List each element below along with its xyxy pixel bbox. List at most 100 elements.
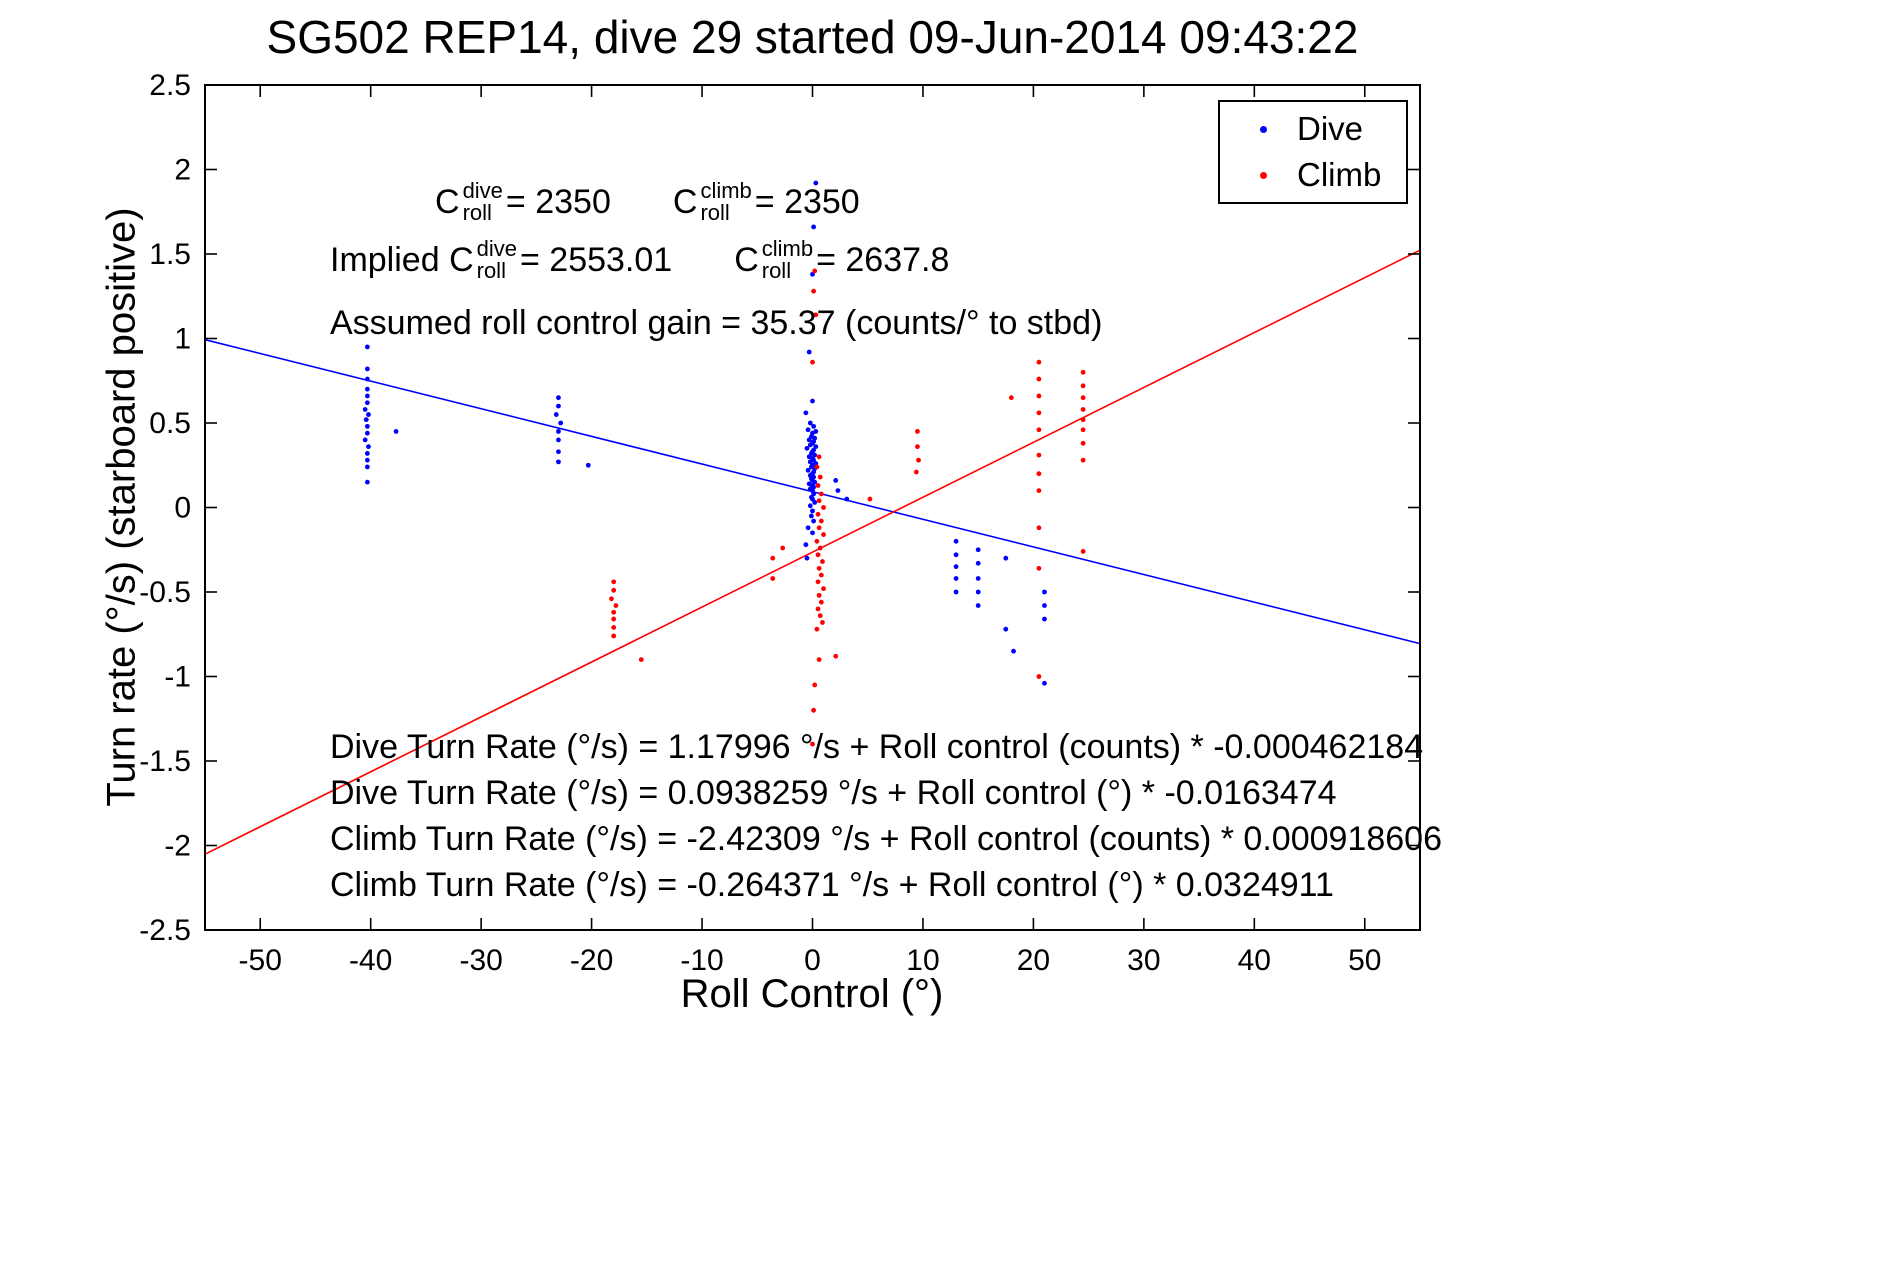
scatter-point-dive bbox=[810, 271, 815, 277]
scatter-point-climb bbox=[609, 596, 614, 602]
scatter-point-dive bbox=[953, 564, 959, 570]
scatter-point-climb bbox=[817, 474, 823, 480]
scatter-point-dive bbox=[807, 459, 813, 465]
scatter-point-climb bbox=[821, 532, 826, 537]
c-sup: dive bbox=[476, 236, 517, 261]
scatter-point-climb bbox=[820, 620, 825, 625]
scatter-point-climb bbox=[1080, 383, 1086, 389]
x-tick-label: 20 bbox=[1017, 944, 1050, 977]
scatter-point-dive bbox=[1042, 616, 1047, 622]
scatter-point-climb bbox=[815, 552, 821, 558]
equation-climb-degrees: Climb Turn Rate (°/s) = -0.264371 °/s + … bbox=[330, 866, 1334, 904]
scatter-point-dive bbox=[364, 393, 370, 399]
scatter-point-dive bbox=[844, 496, 850, 502]
scatter-point-dive bbox=[366, 412, 371, 417]
c-sub: roll bbox=[761, 258, 792, 284]
scatter-point-dive bbox=[364, 400, 370, 406]
scatter-point-climb bbox=[816, 657, 822, 662]
x-tick-label: -50 bbox=[239, 944, 282, 977]
chart-title: SG502 REP14, dive 29 started 09-Jun-2014… bbox=[266, 11, 1359, 63]
c-subsup: dive roll bbox=[476, 236, 517, 284]
c-rest: = 2637.8 bbox=[816, 240, 950, 279]
equation-dive-counts: Dive Turn Rate (°/s) = 1.17996 °/s + Rol… bbox=[330, 728, 1424, 766]
c-subsup: climb roll bbox=[761, 236, 814, 284]
scatter-point-climb bbox=[820, 559, 825, 564]
scatter-point-climb bbox=[1036, 376, 1042, 382]
scatter-point-climb bbox=[813, 312, 819, 318]
scatter-point-dive bbox=[364, 430, 370, 436]
scatter-point-dive bbox=[364, 457, 370, 463]
scatter-point-dive bbox=[811, 224, 817, 230]
c-sup: climb bbox=[761, 236, 814, 261]
scatter-point-climb bbox=[814, 464, 820, 470]
scatter-point-climb bbox=[816, 525, 822, 531]
fit-equations: Dive Turn Rate (°/s) = 1.17996 °/s + Rol… bbox=[330, 724, 1442, 908]
scatter-point-climb bbox=[816, 565, 822, 571]
scatter-point-climb bbox=[1036, 452, 1042, 458]
scatter-point-dive bbox=[812, 500, 818, 505]
scatter-point-climb bbox=[613, 603, 619, 608]
c-sup: climb bbox=[700, 178, 752, 203]
scatter-point-dive bbox=[558, 420, 564, 426]
scatter-point-climb bbox=[810, 741, 815, 747]
scatter-point-climb bbox=[1080, 427, 1086, 433]
y-tick-label: -2 bbox=[164, 830, 191, 863]
scatter-point-dive bbox=[364, 464, 370, 470]
scatter-point-climb bbox=[817, 545, 823, 551]
climb-fit-line bbox=[204, 249, 1421, 855]
scatter-point-dive bbox=[810, 530, 815, 536]
scatter-point-dive bbox=[812, 479, 818, 485]
scatter-point-dive bbox=[975, 589, 981, 595]
c-subsup: dive roll bbox=[462, 178, 503, 225]
scatter-point-dive bbox=[953, 576, 959, 581]
scatter-point-climb bbox=[811, 288, 817, 294]
scatter-point-dive bbox=[556, 459, 561, 465]
x-tick-label: -20 bbox=[570, 944, 613, 977]
scatter-point-climb bbox=[816, 592, 822, 598]
scatter-point-climb bbox=[770, 576, 776, 581]
c-sup: dive bbox=[462, 178, 503, 203]
y-tick-label: 2.5 bbox=[149, 69, 191, 102]
scatter-point-climb bbox=[811, 707, 817, 713]
scatter-point-climb bbox=[1080, 395, 1086, 401]
c-sub: roll bbox=[476, 258, 506, 284]
scatter-point-dive bbox=[364, 451, 370, 456]
scatter-point-dive bbox=[803, 410, 809, 416]
climb-marker-icon bbox=[1260, 171, 1267, 179]
scatter-point-dive bbox=[810, 496, 815, 502]
c-base: C bbox=[435, 182, 460, 221]
c-rest: = 2350 bbox=[505, 182, 611, 221]
scatter-point-dive bbox=[1003, 626, 1009, 632]
scatter-point-dive bbox=[806, 437, 812, 443]
scatter-point-dive bbox=[805, 427, 811, 433]
y-tick-label: 2 bbox=[174, 154, 191, 187]
scatter-point-dive bbox=[363, 417, 369, 423]
legend-entry-dive: Dive bbox=[1220, 110, 1406, 148]
scatter-point-dive bbox=[810, 398, 815, 404]
scatter-point-climb bbox=[1080, 549, 1086, 554]
scatter-point-climb bbox=[816, 498, 822, 504]
x-tick-label: 10 bbox=[906, 944, 939, 977]
scatter-point-dive bbox=[556, 403, 561, 409]
scatter-point-climb bbox=[1036, 525, 1042, 531]
scatter-point-climb bbox=[611, 616, 617, 622]
scatter-point-dive bbox=[364, 479, 370, 485]
scatter-point-dive bbox=[975, 547, 981, 553]
y-tick-label: -0.5 bbox=[139, 576, 191, 609]
scatter-point-dive bbox=[1042, 680, 1047, 686]
scatter-point-climb bbox=[913, 469, 919, 475]
scatter-point-dive bbox=[364, 423, 370, 429]
legend-box: Dive Climb bbox=[1218, 100, 1408, 204]
scatter-point-dive bbox=[975, 576, 981, 581]
scatter-point-climb bbox=[812, 268, 818, 274]
scatter-point-climb bbox=[611, 625, 617, 630]
legend-label-dive: Dive bbox=[1297, 110, 1364, 147]
scatter-point-dive bbox=[364, 344, 370, 350]
scatter-point-dive bbox=[806, 349, 812, 355]
scatter-point-dive bbox=[833, 478, 839, 483]
implied-prefix: Implied bbox=[330, 240, 450, 279]
